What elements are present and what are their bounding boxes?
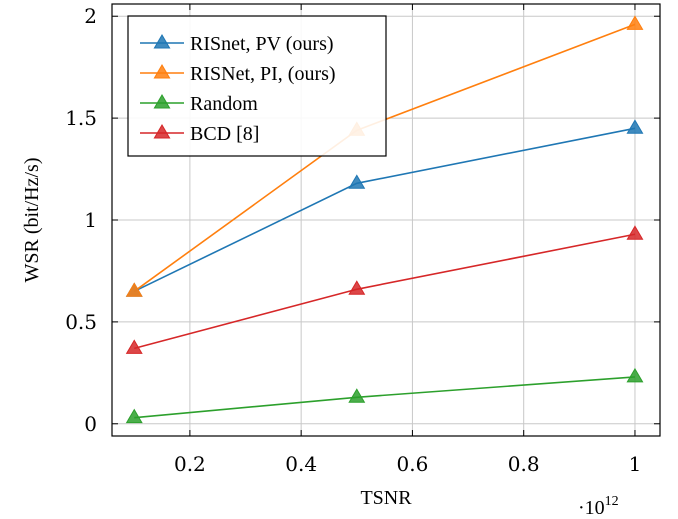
x-tick-label: 0.6 (397, 452, 429, 476)
data-point-triangle (626, 225, 644, 240)
data-point-triangle (626, 119, 644, 134)
data-point-triangle (626, 15, 644, 30)
legend: RISnet, PV (ours) RISNet, PI, (ours) Rando… (127, 15, 387, 157)
x-axis-multiplier-base: ·10 (578, 497, 605, 519)
x-axis-multiplier: ·1012 (578, 494, 619, 519)
legend-entry-label: RISnet, PV (ours) (190, 33, 334, 55)
x-tick-label: 0.4 (285, 452, 317, 476)
data-point-triangle (125, 408, 143, 424)
y-tick-label: 1.5 (65, 106, 97, 130)
legend-entry-label: BCD [8] (190, 123, 259, 145)
x-axis-multiplier-exponent: 12 (605, 494, 619, 509)
legend-swatch-marker (153, 64, 171, 79)
x-tick-label: 0.2 (174, 452, 206, 476)
data-point-triangle (125, 339, 143, 354)
data-point-triangle (348, 280, 366, 295)
y-tick-label: 0 (84, 412, 97, 436)
x-tick-label: 1 (629, 452, 642, 476)
x-tick-label: 0.8 (508, 452, 540, 476)
series-line (134, 233, 636, 350)
series-line (134, 376, 636, 419)
data-point-triangle (348, 388, 366, 403)
y-axis-label-group: WSR (bit/Hz/s) (21, 158, 43, 283)
legend-swatch-marker (153, 34, 171, 49)
y-tick-label: 2 (84, 4, 97, 28)
legend-swatch-marker (153, 94, 171, 109)
data-point-triangle (626, 367, 644, 383)
data-point-triangle (348, 174, 366, 189)
legend-entry-label: RISNet, PI, (ours) (190, 63, 336, 85)
y-tick-label: 1 (84, 208, 97, 232)
y-axis-label: WSR (bit/Hz/s) (21, 158, 43, 283)
x-axis-label: TSNR (360, 487, 412, 509)
data-point-triangle (125, 282, 143, 297)
legend-swatch-marker (153, 124, 171, 139)
legend-entry-label: Random (190, 93, 258, 115)
y-tick-label: 0.5 (65, 310, 97, 334)
axis-ticks: 0.2 0.4 0.6 0.8 1 0 0.5 1 1.5 2 (65, 4, 660, 476)
